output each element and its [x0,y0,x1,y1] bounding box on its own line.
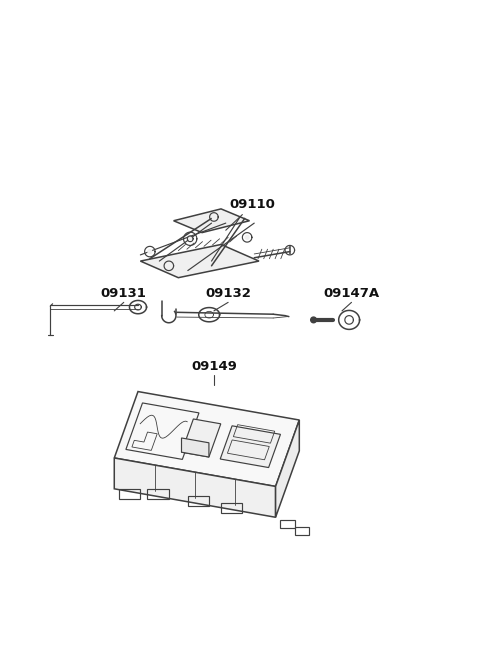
Text: 09132: 09132 [205,287,251,300]
Polygon shape [174,209,250,233]
Polygon shape [181,438,209,457]
Polygon shape [181,419,221,457]
Circle shape [212,215,216,219]
Circle shape [148,250,152,253]
Text: 09147A: 09147A [324,287,380,300]
Polygon shape [114,458,276,517]
Text: 09131: 09131 [101,287,147,300]
Circle shape [189,237,192,240]
Text: 09149: 09149 [191,360,237,373]
Polygon shape [114,392,300,487]
Text: 09110: 09110 [229,198,275,212]
Circle shape [245,235,249,239]
Polygon shape [220,426,280,468]
Circle shape [311,317,316,323]
Polygon shape [140,244,259,278]
Polygon shape [276,420,300,517]
